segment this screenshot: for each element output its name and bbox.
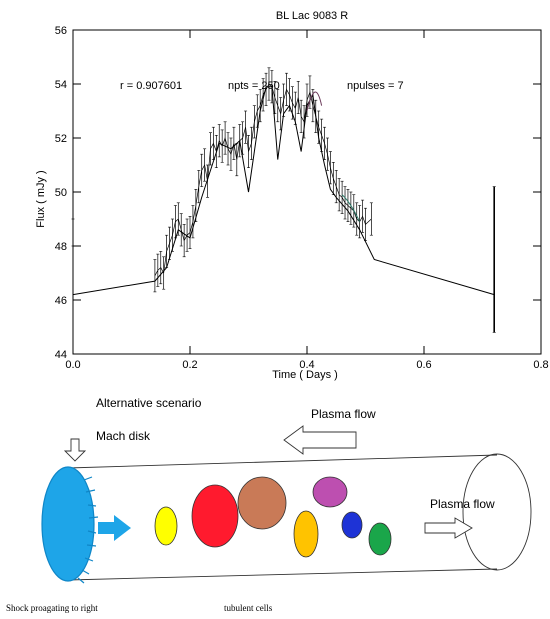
x-tick-label: 0.2 bbox=[182, 359, 197, 371]
jet-tube bbox=[67, 453, 532, 581]
model-line bbox=[72, 86, 495, 296]
chart-title: BL Lac 9083 R bbox=[276, 10, 348, 22]
observation-line bbox=[154, 83, 372, 276]
plasma-flow-top-label: Plasma flow bbox=[311, 407, 376, 421]
annotation-npulses: npulses = 7 bbox=[347, 80, 404, 92]
left-arrow-icon bbox=[283, 425, 357, 455]
y-tick-label: 46 bbox=[55, 295, 67, 307]
y-tick-label: 56 bbox=[55, 25, 67, 37]
cell-red bbox=[191, 484, 239, 548]
pulse-highlight bbox=[306, 91, 323, 112]
pulse-tail bbox=[341, 194, 361, 222]
alternative-scenario-label: Alternative scenario bbox=[96, 396, 202, 410]
observations-series bbox=[71, 67, 496, 333]
annotation-npts: npts = 250 bbox=[228, 80, 280, 92]
model-series bbox=[72, 86, 495, 296]
annotation-r: r = 0.907601 bbox=[120, 80, 182, 92]
turbulent-cells-label: tubulent cells bbox=[224, 603, 273, 613]
y-tick-label: 50 bbox=[55, 187, 67, 199]
y-tick-label: 44 bbox=[55, 349, 67, 361]
x-tick-label: 0.6 bbox=[416, 359, 431, 371]
x-axis-label: Time ( Days ) bbox=[272, 369, 338, 381]
shock-label: Shock proagating to right bbox=[6, 603, 98, 613]
turbulent-cells bbox=[154, 476, 392, 558]
x-tick-label: 0.4 bbox=[299, 359, 314, 371]
blue-arrow-icon bbox=[98, 515, 131, 541]
x-axis-ticks: 0.0 0.2 0.4 0.6 0.8 bbox=[65, 30, 549, 371]
tube-end-ellipse bbox=[462, 453, 532, 571]
mach-disk bbox=[41, 466, 99, 584]
plot-frame bbox=[72, 29, 542, 355]
y-tick-label: 48 bbox=[55, 241, 67, 253]
right-arrow-icon bbox=[424, 517, 473, 539]
y-axis-ticks: 44 46 48 50 52 54 56 bbox=[55, 25, 541, 361]
y-axis-label: Flux ( mJy ) bbox=[35, 170, 47, 227]
x-tick-label: 0.0 bbox=[65, 359, 80, 371]
cell-magenta bbox=[312, 476, 348, 508]
cell-blue bbox=[341, 511, 363, 539]
y-tick-label: 52 bbox=[55, 133, 67, 145]
cell-yellow bbox=[154, 506, 178, 546]
y-tick-label: 54 bbox=[55, 79, 67, 91]
x-tick-label: 0.8 bbox=[533, 359, 548, 371]
jet-diagram: Alternative scenario Mach disk Plasma fl… bbox=[6, 396, 532, 613]
plasma-flow-right-label: Plasma flow bbox=[430, 497, 495, 511]
mach-disk-label: Mach disk bbox=[96, 429, 151, 443]
down-arrow-icon bbox=[63, 438, 87, 462]
cell-green bbox=[368, 522, 392, 556]
cell-orange bbox=[293, 510, 319, 558]
cell-brown bbox=[237, 476, 287, 530]
